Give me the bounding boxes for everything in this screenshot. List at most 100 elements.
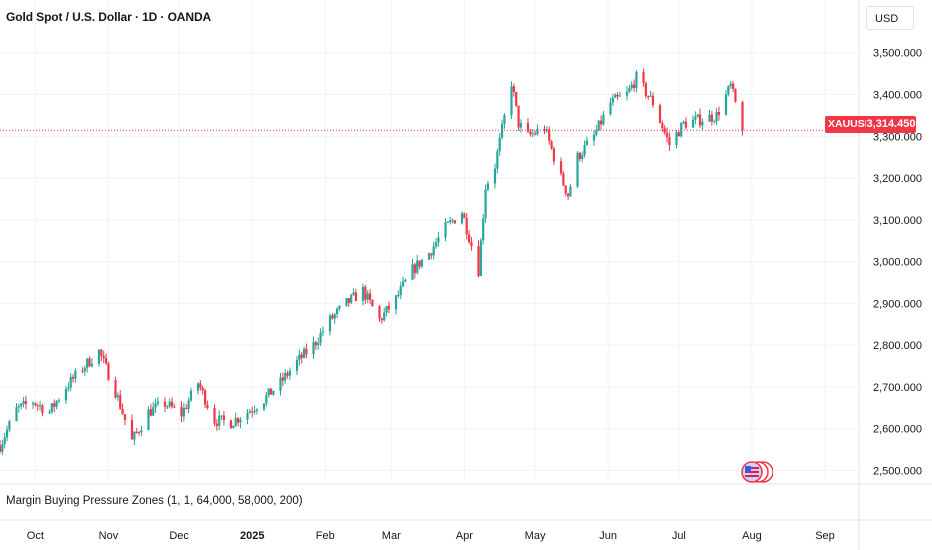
candle-body	[265, 395, 268, 404]
candle-body	[446, 221, 449, 223]
candle-body	[453, 220, 457, 224]
candle-body	[467, 234, 471, 243]
candle-body	[397, 294, 400, 296]
candle-body	[156, 401, 160, 404]
candle-body	[427, 253, 431, 260]
currency-selector-button[interactable]: USD	[866, 6, 914, 30]
candle-body	[366, 293, 369, 300]
candle-body	[262, 403, 266, 410]
candle-body	[399, 286, 402, 295]
candle-body	[434, 242, 438, 247]
candle-body	[680, 122, 683, 137]
candle-body	[717, 111, 721, 115]
candle-body	[5, 429, 9, 438]
candle-body	[121, 408, 124, 415]
indicator-legend[interactable]: Margin Buying Pressure Zones (1, 1, 64,0…	[6, 495, 303, 507]
candle-body	[314, 342, 317, 346]
candle-body	[166, 406, 169, 408]
candle-body	[602, 114, 605, 125]
candle-body	[140, 430, 143, 433]
candle-body	[182, 407, 185, 417]
candle-body	[100, 349, 103, 356]
candle-body	[477, 246, 480, 277]
candle-body	[731, 83, 735, 89]
x-tick-label: Nov	[99, 530, 119, 542]
candle-body	[0, 445, 2, 452]
us-flag-events-icon[interactable]	[739, 458, 773, 486]
candle-body	[17, 406, 20, 408]
candle-body	[201, 387, 204, 391]
candle-body	[104, 357, 108, 364]
symbol-price-label: XAUUSD	[825, 116, 876, 133]
candle-body	[618, 95, 622, 97]
candle-body	[180, 406, 183, 417]
candle-body	[543, 128, 546, 131]
candle-body	[698, 114, 702, 126]
candle-body	[102, 355, 105, 358]
candle-body	[218, 415, 221, 426]
candle-body	[88, 358, 91, 367]
candle-body	[86, 358, 89, 368]
candle-body	[387, 306, 391, 310]
candle-body	[116, 395, 119, 398]
candle-body	[519, 122, 523, 128]
candle-body	[394, 295, 398, 310]
x-tick-label: Dec	[169, 530, 189, 542]
candle-body	[597, 120, 600, 131]
candle-body	[354, 292, 358, 302]
x-tick-label: Jun	[599, 530, 617, 542]
candle-body	[533, 133, 537, 135]
candle-body	[529, 131, 532, 135]
x-tick-label: Apr	[456, 530, 473, 542]
candle-body	[185, 407, 188, 409]
candle-body	[741, 101, 744, 131]
candle-body	[64, 389, 68, 401]
candle-body	[345, 298, 348, 306]
candle-body	[595, 130, 598, 135]
candle-body	[566, 193, 570, 197]
x-tick-label: Oct	[27, 530, 44, 542]
candle-body	[364, 286, 367, 300]
candle-body	[583, 145, 586, 155]
candle-body	[380, 318, 383, 321]
candle-body	[470, 242, 473, 247]
candle-body	[234, 418, 237, 426]
candle-body	[48, 411, 51, 414]
candle-body	[361, 286, 365, 302]
candle-body	[658, 105, 662, 124]
candle-body	[74, 370, 77, 379]
candle-body	[378, 306, 381, 319]
candle-body	[420, 259, 424, 267]
candle-body	[24, 401, 28, 405]
candle-body	[536, 128, 539, 135]
candle-body	[628, 88, 631, 92]
candle-body	[253, 410, 256, 412]
candle-body	[592, 134, 596, 141]
candle-body	[295, 359, 299, 371]
candle-body	[486, 183, 490, 190]
candle-body	[15, 407, 18, 422]
candle-body	[451, 220, 454, 222]
candle-body	[203, 390, 207, 405]
candle-body	[727, 86, 730, 95]
candle-body	[97, 349, 101, 364]
candle-body	[578, 152, 581, 159]
y-tick-label: 3,500.000	[873, 48, 922, 60]
candle-body	[647, 95, 650, 97]
candle-body	[644, 83, 647, 96]
candle-body	[437, 237, 440, 243]
candle-body	[465, 218, 468, 235]
candle-body	[284, 372, 287, 381]
candle-body	[496, 151, 499, 169]
candle-body	[677, 132, 680, 137]
candle-body	[305, 348, 308, 355]
candle-body	[449, 220, 452, 222]
candle-body	[635, 71, 638, 88]
candle-body	[708, 114, 711, 122]
candle-body	[170, 401, 174, 407]
candle-body	[512, 86, 515, 92]
y-tick-label: 3,300.000	[873, 131, 922, 143]
candle-body	[3, 437, 6, 444]
candle-body	[338, 305, 341, 309]
